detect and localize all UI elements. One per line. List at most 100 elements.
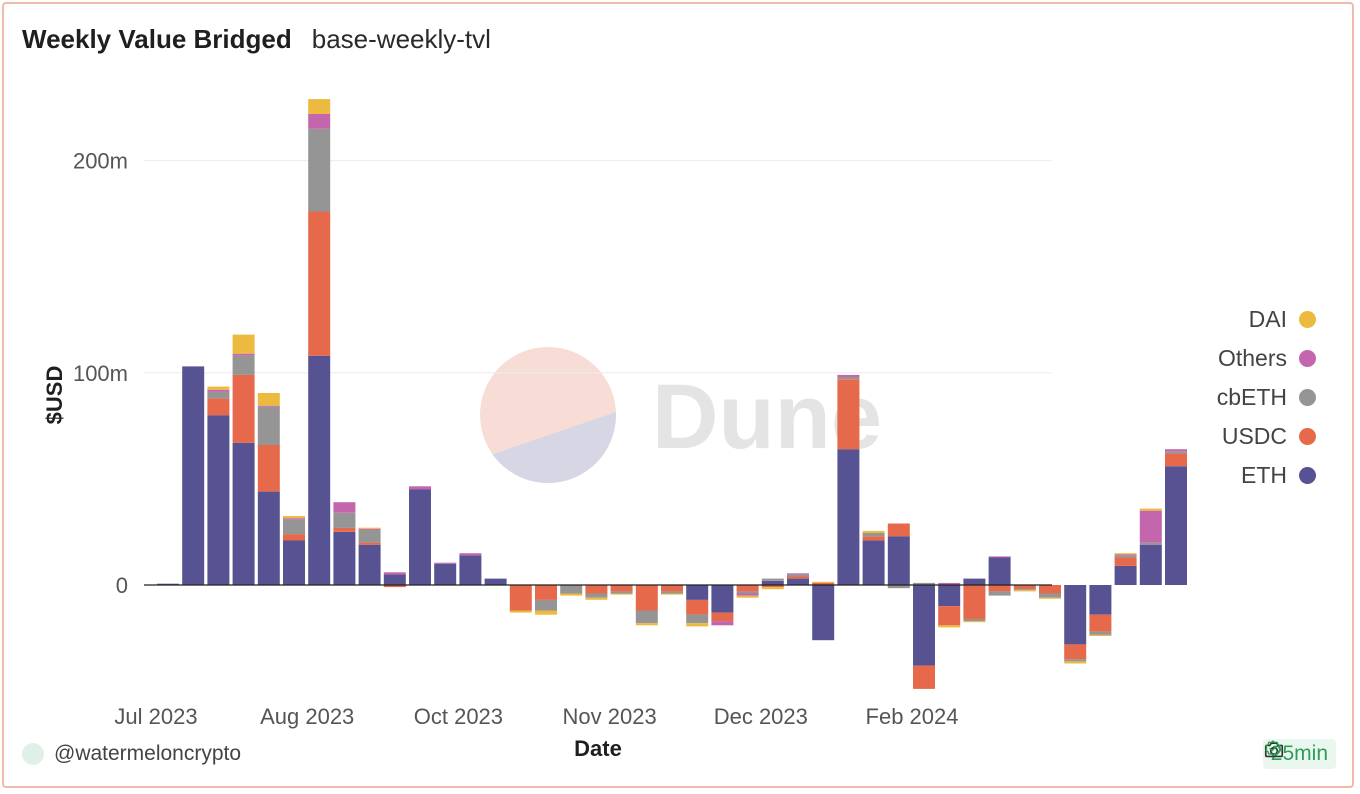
bar-segment-usdc[interactable]: [887, 523, 910, 537]
bar-segment-cbeth[interactable]: [1165, 451, 1187, 454]
bar-segment-others[interactable]: [358, 528, 381, 530]
bar-segment-cbeth[interactable]: [283, 519, 305, 535]
bar-segment-eth[interactable]: [283, 540, 305, 585]
bar-segment-eth[interactable]: [1139, 544, 1162, 585]
bar-segment-eth[interactable]: [434, 563, 457, 585]
bar-segment-dai[interactable]: [761, 587, 784, 590]
bar-segment-usdc[interactable]: [257, 444, 280, 492]
bar-segment-dai[interactable]: [661, 593, 683, 595]
bar-segment-cbeth[interactable]: [661, 591, 683, 594]
bar-segment-cbeth[interactable]: [1064, 659, 1087, 662]
bar-segment-eth[interactable]: [409, 489, 431, 586]
bar-segment-others[interactable]: [383, 572, 406, 575]
bar-segment-others[interactable]: [409, 486, 431, 490]
bar-segment-cbeth[interactable]: [862, 533, 885, 537]
bar-segment-dai[interactable]: [686, 623, 709, 627]
bar-segment-dai[interactable]: [736, 595, 759, 598]
bar-segment-usdc[interactable]: [1089, 614, 1112, 632]
bar-segment-dai[interactable]: [358, 527, 381, 529]
bar-segment-dai[interactable]: [207, 386, 230, 390]
bar-segment-usdc[interactable]: [232, 374, 255, 443]
bar-segment-eth[interactable]: [761, 580, 784, 585]
legend-item-cbeth[interactable]: cbETH: [1217, 378, 1316, 417]
bar-segment-usdc[interactable]: [585, 585, 608, 594]
bar-segment-usdc[interactable]: [358, 542, 381, 545]
bar-segment-usdc[interactable]: [1165, 453, 1187, 467]
bar-segment-usdc[interactable]: [736, 585, 759, 592]
bar-segment-eth[interactable]: [383, 574, 406, 585]
bar-segment-dai[interactable]: [862, 530, 885, 533]
bar-segment-eth[interactable]: [711, 585, 734, 613]
bar-segment-dai[interactable]: [1089, 634, 1112, 636]
bar-segment-usdc[interactable]: [509, 585, 532, 611]
bar-segment-others[interactable]: [283, 518, 305, 520]
bar-segment-others[interactable]: [434, 562, 457, 564]
bar-segment-eth[interactable]: [1114, 565, 1137, 585]
bar-segment-cbeth[interactable]: [1089, 631, 1112, 635]
bar-segment-eth[interactable]: [333, 532, 356, 585]
bar-segment-cbeth[interactable]: [913, 582, 935, 585]
bar-segment-eth[interactable]: [887, 536, 910, 585]
bar-segment-dai[interactable]: [283, 516, 305, 519]
bar-segment-eth[interactable]: [308, 355, 331, 585]
bar-segment-eth[interactable]: [358, 544, 381, 585]
bar-segment-dai[interactable]: [232, 334, 255, 354]
bar-segment-cbeth[interactable]: [535, 599, 557, 611]
bar-segment-usdc[interactable]: [383, 585, 406, 588]
bar-segment-cbeth[interactable]: [761, 578, 784, 581]
bar-segment-dai[interactable]: [635, 623, 658, 626]
refresh-status-badge[interactable]: 25min: [1262, 739, 1336, 769]
bar-segment-others[interactable]: [837, 374, 860, 377]
bar-segment-cbeth[interactable]: [207, 391, 230, 399]
bar-segment-cbeth[interactable]: [1013, 589, 1036, 591]
bar-segment-dai[interactable]: [560, 593, 583, 596]
bar-segment-usdc[interactable]: [535, 585, 557, 600]
bar-segment-cbeth[interactable]: [1114, 555, 1137, 558]
bar-segment-usdc[interactable]: [1013, 585, 1036, 590]
bar-segment-others[interactable]: [232, 353, 255, 356]
bar-segment-dai[interactable]: [1139, 508, 1162, 511]
bar-segment-cbeth[interactable]: [635, 610, 658, 624]
bar-segment-cbeth[interactable]: [308, 128, 331, 212]
bar-segment-others[interactable]: [1114, 554, 1137, 556]
bar-segment-eth[interactable]: [182, 366, 205, 585]
bar-segment-others[interactable]: [459, 553, 482, 556]
bar-segment-cbeth[interactable]: [988, 591, 1011, 596]
bar-segment-dai[interactable]: [610, 593, 633, 595]
legend-item-dai[interactable]: DAI: [1217, 300, 1316, 339]
bar-segment-eth[interactable]: [1064, 585, 1087, 645]
bar-segment-dai[interactable]: [585, 597, 608, 600]
bar-segment-others[interactable]: [938, 582, 961, 585]
bar-segment-usdc[interactable]: [1064, 644, 1087, 660]
bar-segment-dai[interactable]: [509, 610, 532, 613]
bar-segment-dai[interactable]: [938, 625, 961, 628]
bar-segment-usdc[interactable]: [862, 536, 885, 541]
bar-segment-eth[interactable]: [1089, 585, 1112, 615]
author-credit[interactable]: @watermeloncrypto: [22, 742, 241, 766]
legend-item-others[interactable]: Others: [1217, 339, 1316, 378]
bar-segment-eth[interactable]: [787, 578, 809, 585]
bar-segment-usdc[interactable]: [988, 585, 1011, 592]
bar-segment-eth[interactable]: [862, 540, 885, 585]
bar-segment-eth[interactable]: [232, 442, 255, 585]
bar-segment-eth[interactable]: [913, 585, 935, 666]
bar-segment-cbeth[interactable]: [257, 406, 280, 445]
bar-segment-usdc[interactable]: [812, 582, 835, 585]
bar-segment-dai[interactable]: [812, 581, 835, 583]
bar-segment-usdc[interactable]: [661, 585, 683, 592]
bar-segment-eth[interactable]: [938, 585, 961, 607]
bar-segment-usdc[interactable]: [1039, 585, 1061, 594]
legend-item-eth[interactable]: ETH: [1217, 456, 1316, 495]
bar-segment-dai[interactable]: [1114, 553, 1137, 555]
bar-segment-eth[interactable]: [257, 491, 280, 585]
bar-segment-usdc[interactable]: [635, 585, 658, 611]
bar-segment-eth[interactable]: [459, 555, 482, 585]
bar-segment-dai[interactable]: [257, 393, 280, 406]
bar-segment-others[interactable]: [333, 502, 356, 513]
query-name[interactable]: base-weekly-tvl: [311, 24, 491, 54]
bar-segment-cbeth[interactable]: [686, 614, 709, 624]
bar-segment-others[interactable]: [257, 405, 280, 407]
bar-segment-cbeth[interactable]: [333, 512, 356, 528]
bar-segment-usdc[interactable]: [837, 379, 860, 450]
bar-segment-others[interactable]: [207, 389, 230, 392]
